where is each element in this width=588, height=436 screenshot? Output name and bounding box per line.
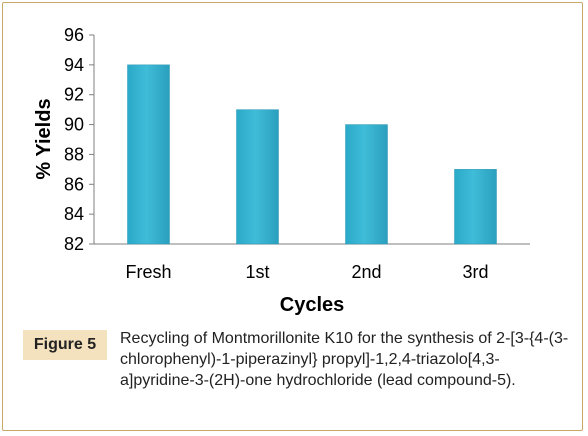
- y-tick-label: 96: [64, 25, 84, 45]
- x-tick-labels: Fresh 1st 2nd 3rd: [125, 262, 488, 282]
- y-tick-label: 82: [64, 234, 84, 254]
- y-tick-label: 90: [64, 115, 84, 135]
- y-axis-ticks: 82 84 86 88 90 92 94 96: [64, 25, 94, 254]
- bar-3rd: [454, 169, 497, 245]
- x-tick-label: 2nd: [351, 262, 381, 282]
- x-tick-label: 3rd: [462, 262, 488, 282]
- bar-fresh: [127, 64, 170, 245]
- y-tick-label: 88: [64, 144, 84, 164]
- y-axis-title: % Yields: [33, 98, 55, 179]
- figure-caption: Recycling of Montmorillonite K10 for the…: [120, 330, 569, 389]
- y-tick-label: 84: [64, 204, 84, 224]
- bar-chart: 82 84 86 88 90 92 94 96 Fresh 1st 2nd 3rd % Yields…: [33, 25, 530, 316]
- bar-1st: [236, 109, 279, 245]
- x-axis-title: Cycles: [280, 294, 345, 316]
- y-tick-label: 86: [64, 174, 84, 194]
- y-tick-label: 92: [64, 85, 84, 105]
- x-tick-label: 1st: [245, 262, 269, 282]
- bar-2nd: [345, 124, 388, 245]
- x-tick-label: Fresh: [125, 262, 171, 282]
- figure-label: Figure 5: [23, 330, 107, 360]
- y-tick-label: 94: [64, 55, 84, 75]
- bars: [127, 64, 497, 245]
